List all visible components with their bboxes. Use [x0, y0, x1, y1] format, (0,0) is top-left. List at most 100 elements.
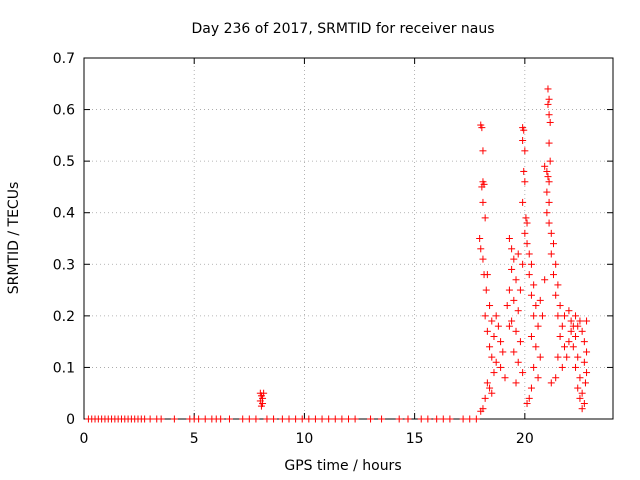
- data-point: [521, 147, 529, 155]
- data-point: [538, 312, 546, 320]
- data-point: [545, 139, 553, 147]
- data-point: [519, 369, 527, 377]
- data-point: [459, 415, 467, 423]
- data-points: [84, 85, 591, 423]
- data-point: [543, 167, 551, 175]
- chart-title: Day 236 of 2017, SRMTID for receiver nau…: [191, 21, 494, 37]
- data-point: [501, 374, 509, 382]
- data-point: [488, 353, 496, 361]
- data-point: [270, 415, 278, 423]
- data-point: [497, 363, 505, 371]
- data-point: [523, 219, 531, 227]
- data-point: [545, 198, 553, 206]
- data-point: [446, 415, 454, 423]
- data-point: [576, 394, 584, 402]
- data-point: [481, 394, 489, 402]
- data-point: [516, 286, 524, 294]
- data-point: [508, 317, 516, 325]
- data-point: [572, 312, 580, 320]
- y-tick-label: 0.7: [53, 51, 75, 67]
- data-point: [510, 255, 518, 263]
- y-tick-label: 0.6: [53, 103, 75, 119]
- data-point: [488, 389, 496, 397]
- data-point: [245, 415, 253, 423]
- data-point: [525, 394, 533, 402]
- x-tick-labels: 0 5 10 15 20: [80, 431, 534, 447]
- data-point: [479, 255, 487, 263]
- data-point: [549, 271, 557, 279]
- data-point: [546, 118, 554, 126]
- data-point: [549, 240, 557, 248]
- data-point: [488, 317, 496, 325]
- data-point: [195, 415, 203, 423]
- data-point: [527, 260, 535, 268]
- data-point: [552, 374, 560, 382]
- data-point: [519, 198, 527, 206]
- data-point: [561, 312, 569, 320]
- data-point: [395, 415, 403, 423]
- data-point: [481, 214, 489, 222]
- x-tick-label: 0: [80, 431, 89, 447]
- data-point: [541, 276, 549, 284]
- data-point: [547, 229, 555, 237]
- data-point: [367, 415, 375, 423]
- data-point: [576, 374, 584, 382]
- data-point: [478, 124, 486, 132]
- data-point: [512, 379, 520, 387]
- data-point: [545, 219, 553, 227]
- data-point: [257, 402, 265, 410]
- data-point: [578, 405, 586, 413]
- data-point: [578, 327, 586, 335]
- data-point: [260, 389, 268, 397]
- data-point: [499, 348, 507, 356]
- data-point: [252, 415, 260, 423]
- data-point: [574, 384, 582, 392]
- data-point: [492, 312, 500, 320]
- data-point: [583, 317, 591, 325]
- data-point: [305, 415, 313, 423]
- data-point: [541, 162, 549, 170]
- data-point: [546, 157, 554, 165]
- data-point: [545, 178, 553, 186]
- y-tick-label: 0.5: [53, 154, 75, 170]
- data-point: [146, 415, 154, 423]
- data-point: [472, 415, 480, 423]
- data-point: [547, 250, 555, 258]
- data-point: [239, 415, 247, 423]
- data-point: [486, 302, 494, 310]
- data-point: [532, 343, 540, 351]
- data-point: [574, 353, 582, 361]
- data-point: [510, 296, 518, 304]
- data-point: [466, 415, 474, 423]
- data-point: [522, 214, 530, 222]
- data-point: [580, 400, 588, 408]
- data-point: [508, 265, 516, 273]
- data-point: [565, 338, 573, 346]
- data-point: [572, 363, 580, 371]
- x-tick-label: 10: [296, 431, 314, 447]
- data-point: [520, 126, 528, 134]
- data-point: [558, 322, 566, 330]
- data-point: [576, 317, 584, 325]
- data-point: [530, 281, 538, 289]
- data-point: [534, 322, 542, 330]
- data-point: [433, 415, 441, 423]
- data-point: [478, 183, 486, 191]
- data-point: [536, 353, 544, 361]
- data-point: [482, 286, 490, 294]
- y-tick-label: 0.2: [53, 309, 75, 325]
- data-point: [527, 332, 535, 340]
- data-point: [567, 327, 575, 335]
- data-point: [525, 271, 533, 279]
- data-point: [201, 415, 209, 423]
- data-point: [157, 415, 165, 423]
- data-point: [404, 415, 412, 423]
- data-point: [483, 379, 491, 387]
- y-tick-labels: 0 0.1 0.2 0.3 0.4 0.5 0.6 0.7: [53, 51, 75, 428]
- data-point: [508, 245, 516, 253]
- data-point: [525, 250, 533, 258]
- y-tick-label: 0: [66, 412, 75, 428]
- data-point: [521, 229, 529, 237]
- x-tick-label: 15: [406, 431, 424, 447]
- y-tick-label: 0.4: [53, 206, 75, 222]
